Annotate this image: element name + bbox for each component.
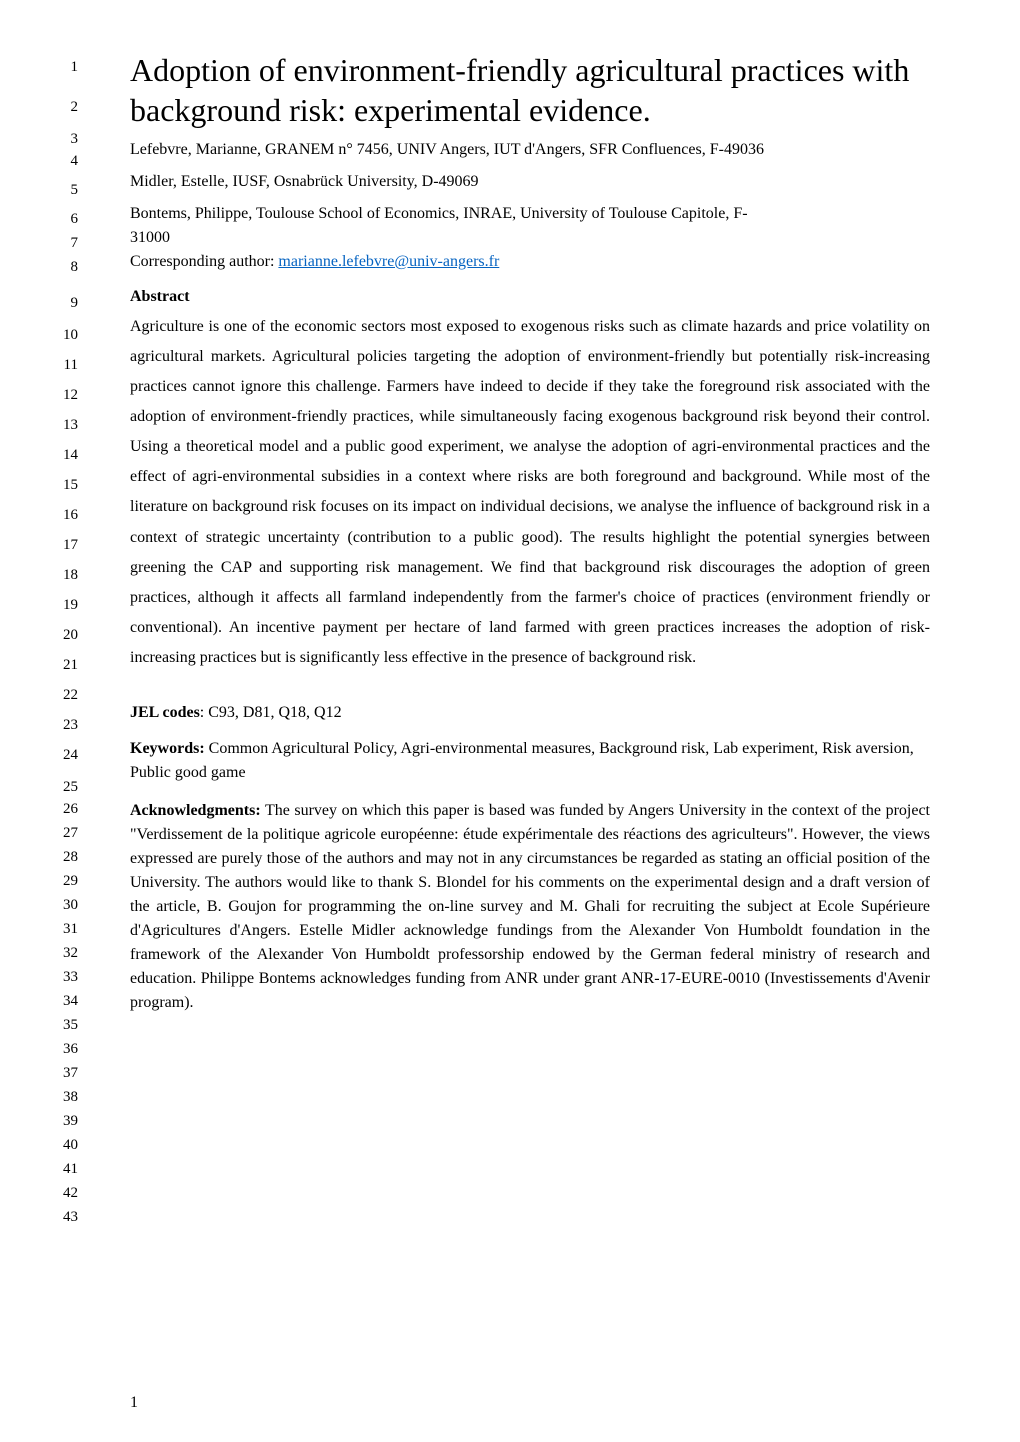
line-number: 39 (63, 1114, 78, 1129)
paper-title: Adoption of environment-friendly agricul… (130, 50, 930, 130)
line-number: 36 (63, 1042, 78, 1057)
line-number: 23 (63, 718, 78, 733)
line-number: 28 (63, 850, 78, 865)
jel-label: JEL codes (130, 704, 200, 721)
line-number: 27 (63, 826, 78, 841)
line-number: 24 (63, 748, 78, 763)
line-number: 5 (71, 183, 79, 198)
line-number: 17 (63, 538, 78, 553)
line-number: 19 (63, 598, 78, 613)
line-number: 32 (63, 946, 78, 961)
corresponding-author: Corresponding author: marianne.lefebvre@… (130, 250, 930, 274)
corresponding-prefix: Corresponding author: (130, 253, 278, 270)
line-number: 4 (71, 154, 79, 169)
title-line-1: Adoption of environment-friendly agricul… (130, 52, 909, 88)
keywords-value: Common Agricultural Policy, Agri-environ… (130, 740, 914, 781)
line-number: 14 (63, 448, 78, 463)
line-number: 26 (63, 802, 78, 817)
ack-body: The survey on which this paper is based … (130, 802, 930, 1011)
author-2: Midler, Estelle, IUSF, Osnabrück Univers… (130, 170, 930, 194)
line-number: 31 (63, 922, 78, 937)
line-number: 15 (63, 478, 78, 493)
page-number: 1 (130, 1394, 138, 1412)
line-number: 9 (71, 296, 79, 311)
keywords-label: Keywords: (130, 740, 205, 757)
line-number: 8 (71, 260, 79, 275)
line-number: 38 (63, 1090, 78, 1105)
title-line-2: background risk: experimental evidence. (130, 92, 651, 128)
abstract-body: Agriculture is one of the economic secto… (130, 312, 930, 673)
acknowledgments: Acknowledgments: The survey on which thi… (130, 799, 930, 1015)
line-number: 2 (71, 100, 79, 115)
line-number: 42 (63, 1186, 78, 1201)
line-number: 12 (63, 388, 78, 403)
line-number: 29 (63, 874, 78, 889)
line-number: 30 (63, 898, 78, 913)
line-number: 20 (63, 628, 78, 643)
ack-label: Acknowledgments: (130, 802, 261, 819)
line-number: 22 (63, 688, 78, 703)
line-number: 3 (71, 132, 79, 147)
line-number: 18 (63, 568, 78, 583)
line-number: 13 (63, 418, 78, 433)
manuscript-page: 1234567891011121314151617181920212223242… (0, 0, 1020, 1442)
line-number: 34 (63, 994, 78, 1009)
line-number: 1 (71, 60, 79, 75)
line-number: 40 (63, 1138, 78, 1153)
line-number: 21 (63, 658, 78, 673)
author-3-line-2: 31000 (130, 226, 930, 250)
line-number: 33 (63, 970, 78, 985)
corresponding-email-link[interactable]: marianne.lefebvre@univ-angers.fr (278, 253, 499, 270)
line-number: 11 (64, 358, 78, 373)
author-1: Lefebvre, Marianne, GRANEM n° 7456, UNIV… (130, 138, 930, 162)
abstract-heading: Abstract (130, 288, 930, 306)
line-number: 25 (63, 780, 78, 795)
line-number: 10 (63, 328, 78, 343)
keywords: Keywords: Common Agricultural Policy, Ag… (130, 737, 930, 785)
line-number: 16 (63, 508, 78, 523)
line-number: 37 (63, 1066, 78, 1081)
author-3-line-1: Bontems, Philippe, Toulouse School of Ec… (130, 202, 930, 226)
author-block: Lefebvre, Marianne, GRANEM n° 7456, UNIV… (130, 138, 930, 250)
line-number: 41 (63, 1162, 78, 1177)
jel-codes: JEL codes: C93, D81, Q18, Q12 (130, 701, 930, 725)
page-content: Adoption of environment-friendly agricul… (130, 50, 930, 1015)
line-number: 6 (71, 212, 79, 227)
line-number: 43 (63, 1210, 78, 1225)
line-number: 35 (63, 1018, 78, 1033)
line-number: 7 (71, 236, 79, 251)
jel-value: : C93, D81, Q18, Q12 (200, 704, 342, 721)
